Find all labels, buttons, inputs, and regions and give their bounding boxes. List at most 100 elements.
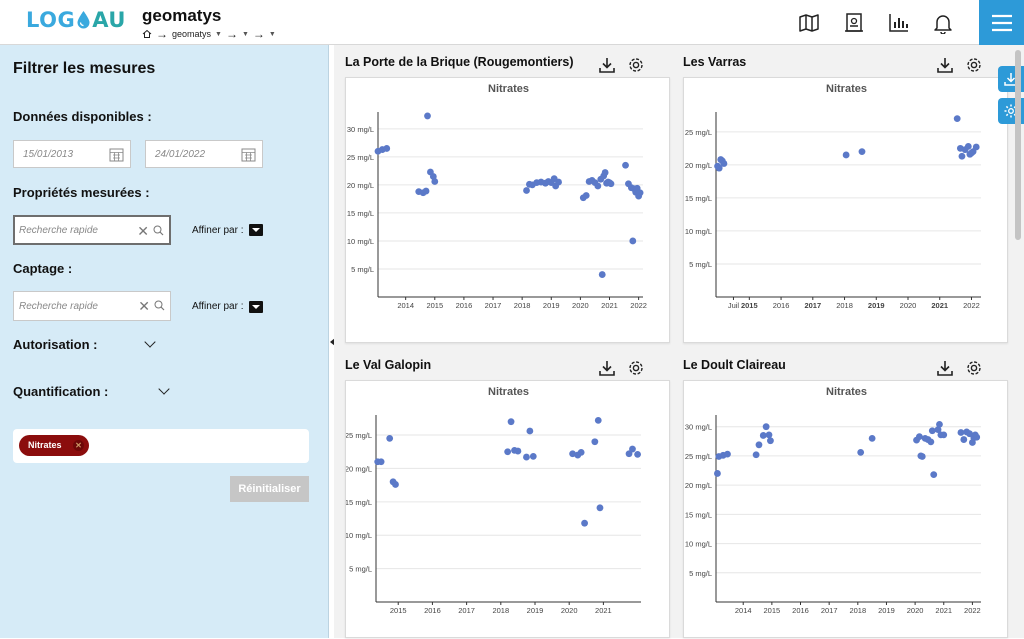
bell-icon[interactable] bbox=[932, 12, 954, 34]
data-point[interactable] bbox=[392, 481, 399, 488]
data-point[interactable] bbox=[953, 115, 961, 123]
data-point[interactable] bbox=[629, 445, 636, 453]
properties-refine-dropdown[interactable] bbox=[249, 224, 263, 236]
data-point[interactable] bbox=[529, 453, 537, 460]
data-point[interactable] bbox=[714, 470, 721, 477]
data-point[interactable] bbox=[958, 152, 966, 160]
document-icon[interactable] bbox=[843, 12, 865, 34]
gear-icon[interactable] bbox=[626, 358, 646, 378]
autorisation-label[interactable]: Autorisation : bbox=[13, 337, 98, 352]
data-point[interactable] bbox=[720, 160, 728, 167]
download-icon[interactable] bbox=[597, 55, 617, 75]
data-point[interactable] bbox=[377, 458, 385, 466]
data-point[interactable] bbox=[636, 189, 644, 197]
gear-icon[interactable] bbox=[964, 358, 984, 378]
data-point[interactable] bbox=[569, 450, 577, 458]
app-logo[interactable]: LOG AU bbox=[26, 8, 126, 32]
clear-icon[interactable]: ✕ bbox=[137, 223, 149, 239]
data-point[interactable] bbox=[431, 178, 439, 185]
filter-tag-nitrates[interactable]: Nitrates ✕ bbox=[19, 435, 89, 456]
search-icon[interactable] bbox=[153, 225, 164, 236]
data-point[interactable] bbox=[581, 519, 588, 527]
data-point[interactable] bbox=[596, 504, 604, 512]
data-point[interactable] bbox=[634, 451, 641, 458]
download-icon[interactable] bbox=[935, 358, 955, 378]
data-point[interactable] bbox=[598, 271, 606, 278]
map-icon[interactable] bbox=[798, 12, 820, 34]
data-point[interactable] bbox=[759, 432, 767, 439]
data-point[interactable] bbox=[964, 142, 972, 150]
data-point[interactable] bbox=[928, 427, 936, 435]
chevron-down-icon[interactable] bbox=[158, 383, 170, 395]
data-point[interactable] bbox=[504, 448, 512, 456]
data-point[interactable] bbox=[594, 416, 602, 424]
data-point[interactable] bbox=[601, 169, 609, 176]
data-point[interactable] bbox=[526, 427, 534, 435]
data-point[interactable] bbox=[968, 149, 975, 157]
data-point[interactable] bbox=[765, 431, 773, 439]
data-point[interactable] bbox=[424, 112, 431, 120]
data-point[interactable] bbox=[629, 237, 637, 245]
data-point[interactable] bbox=[622, 161, 629, 169]
data-point[interactable] bbox=[842, 151, 850, 159]
data-point[interactable] bbox=[625, 450, 633, 458]
data-point[interactable] bbox=[422, 187, 430, 195]
quantification-label[interactable]: Quantification : bbox=[13, 384, 109, 399]
chevron-down-icon[interactable] bbox=[144, 336, 156, 348]
data-point[interactable] bbox=[936, 420, 943, 428]
data-point[interactable] bbox=[555, 178, 562, 186]
data-point[interactable] bbox=[594, 182, 602, 190]
data-point[interactable] bbox=[523, 453, 530, 461]
properties-search-input[interactable]: Recherche rapide ✕ bbox=[13, 215, 171, 245]
chevron-down-icon[interactable]: ▼ bbox=[268, 30, 276, 38]
hamburger-menu-button[interactable] bbox=[979, 0, 1024, 45]
data-point[interactable] bbox=[523, 187, 530, 194]
data-point[interactable] bbox=[857, 449, 865, 456]
data-point[interactable] bbox=[930, 471, 938, 479]
calendar-icon[interactable] bbox=[241, 147, 256, 162]
collapse-sidebar-icon[interactable] bbox=[330, 338, 335, 346]
gear-icon[interactable] bbox=[626, 55, 646, 75]
date-start-field[interactable]: 15/01/2013 bbox=[13, 140, 131, 168]
chevron-down-icon[interactable]: ▼ bbox=[215, 30, 222, 38]
data-point[interactable] bbox=[918, 453, 926, 460]
data-point[interactable] bbox=[383, 145, 391, 152]
chart-icon[interactable] bbox=[888, 12, 910, 34]
chevron-down-icon[interactable]: ▼ bbox=[241, 30, 249, 38]
captage-search-input[interactable]: Recherche rapide ✕ bbox=[13, 291, 171, 321]
data-point[interactable] bbox=[386, 434, 394, 442]
data-point[interactable] bbox=[514, 447, 522, 455]
data-point[interactable] bbox=[767, 437, 774, 445]
data-point[interactable] bbox=[607, 180, 615, 188]
data-point[interactable] bbox=[715, 164, 723, 172]
download-icon[interactable] bbox=[935, 55, 955, 75]
data-point[interactable] bbox=[582, 192, 590, 199]
data-point[interactable] bbox=[957, 429, 965, 436]
download-icon[interactable] bbox=[597, 358, 617, 378]
calendar-icon[interactable] bbox=[109, 147, 124, 162]
data-point[interactable] bbox=[934, 426, 942, 434]
data-point[interactable] bbox=[724, 450, 731, 458]
data-point[interactable] bbox=[966, 430, 973, 438]
remove-tag-icon[interactable]: ✕ bbox=[73, 440, 84, 451]
page-scrollbar[interactable] bbox=[1015, 50, 1021, 240]
search-icon[interactable] bbox=[154, 300, 165, 311]
data-point[interactable] bbox=[755, 441, 763, 449]
data-point[interactable] bbox=[762, 423, 770, 431]
data-point[interactable] bbox=[972, 143, 980, 151]
date-end-field[interactable]: 24/01/2022 bbox=[145, 140, 263, 168]
data-point[interactable] bbox=[973, 433, 981, 441]
reset-button[interactable]: Réinitialiser bbox=[230, 476, 309, 502]
data-point[interactable] bbox=[960, 436, 968, 443]
data-point[interactable] bbox=[916, 433, 923, 441]
data-point[interactable] bbox=[868, 434, 876, 442]
clear-icon[interactable]: ✕ bbox=[138, 298, 150, 314]
data-point[interactable] bbox=[577, 449, 585, 456]
captage-refine-dropdown[interactable] bbox=[249, 301, 263, 313]
breadcrumb-root[interactable]: geomatys bbox=[172, 29, 212, 39]
data-point[interactable] bbox=[591, 438, 599, 446]
data-point[interactable] bbox=[858, 148, 866, 156]
data-point[interactable] bbox=[507, 418, 515, 426]
data-point[interactable] bbox=[752, 451, 760, 459]
gear-icon[interactable] bbox=[964, 55, 984, 75]
